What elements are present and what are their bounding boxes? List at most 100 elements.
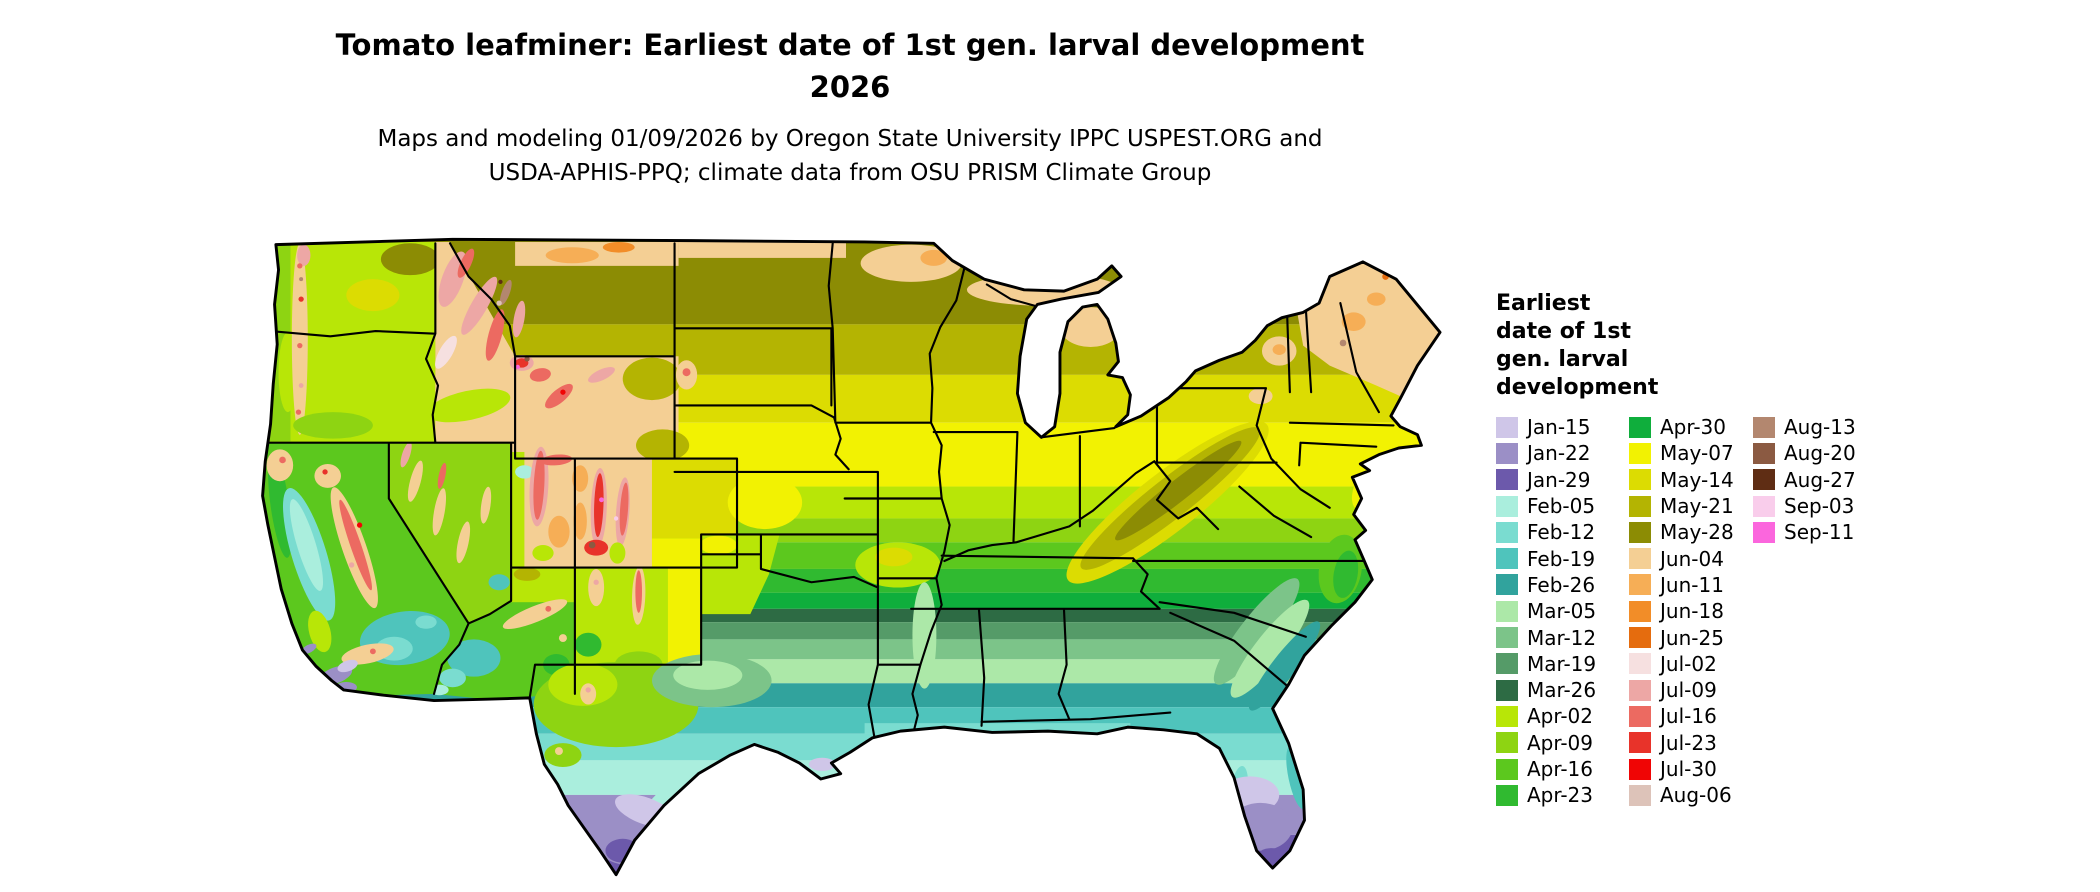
legend-label: Jan-22 [1527,441,1591,466]
map-region [585,687,591,693]
map-region [573,502,587,540]
map-region [279,456,286,464]
legend-swatch-Jul-23 [1629,732,1651,754]
map-region [544,743,582,768]
legend-swatch-Mar-12 [1496,627,1518,649]
legend-label: May-14 [1660,467,1734,492]
map-region [407,460,423,502]
map-region [457,248,475,278]
map-region [1341,312,1366,332]
legend-item-Jun-11: Jun-11 [1629,572,1753,598]
legend-swatch-Apr-16 [1496,758,1518,780]
legend-label: Sep-11 [1784,520,1855,545]
map-legend: Earliest date of 1st gen. larval develop… [1496,290,2086,808]
legend-swatch-Mar-19 [1496,653,1518,675]
legend-label: Aug-20 [1784,441,1856,466]
map-region [322,469,328,475]
map-region [499,279,512,306]
legend-item-Mar-19: Mar-19 [1496,651,1629,677]
map-region [540,454,573,466]
legend-swatch-Mar-26 [1496,679,1518,701]
map-region [498,279,503,284]
map-region [593,579,599,585]
map-region [529,368,551,382]
map-region [613,516,619,521]
map-region [1228,802,1293,851]
legend-item-Feb-05: Feb-05 [1496,493,1629,519]
map-region [860,244,962,282]
page-title: Tomato leafminer: Earliest date of 1st g… [335,28,1365,62]
map-region [920,249,947,266]
map-region [558,634,567,643]
legend-item-Jun-04: Jun-04 [1629,545,1753,571]
map-region [651,458,738,539]
map-region [545,383,573,409]
legend-item-Jul-02: Jul-02 [1629,651,1753,677]
legend-swatch-Sep-03 [1753,495,1775,517]
legend-item-Aug-06: Aug-06 [1629,782,1753,808]
map-region [580,683,597,705]
map-region [269,261,274,266]
map-region [297,244,311,266]
map-region [1366,292,1386,306]
map-region [588,367,615,383]
map-region [727,475,803,530]
legend-label: Jul-16 [1660,704,1717,729]
legend-item-Jul-16: Jul-16 [1629,703,1753,729]
title-block: Tomato leafminer: Earliest date of 1st g… [0,24,1700,190]
legend-label: Jul-23 [1660,730,1717,755]
map-region [297,342,303,349]
subtitle-block: Maps and modeling 01/09/2026 by Oregon S… [0,122,1700,190]
legend-swatch-Aug-13 [1753,416,1775,438]
map-region [673,660,743,690]
legend-swatch-Aug-06 [1629,784,1651,806]
legend-label: Aug-27 [1784,467,1856,492]
legend-item-Mar-12: Mar-12 [1496,624,1629,650]
map-region [912,582,937,689]
legend-label: Jun-11 [1660,572,1724,597]
map-region [346,279,400,312]
us-outline [261,237,1442,877]
map-region [293,412,373,439]
legend-swatch-May-14 [1629,469,1651,491]
legend-label: Feb-19 [1527,546,1596,571]
map-region [548,663,618,706]
legend-swatch-Jul-16 [1629,705,1651,727]
legend-label: Jul-02 [1660,651,1717,676]
map-region [532,545,554,561]
map-region [456,521,471,564]
map-region [298,383,304,388]
map-region [291,243,308,435]
legend-label: Jun-25 [1660,625,1724,650]
legend-item-May-28: May-28 [1629,519,1753,545]
legend-swatch-Apr-23 [1496,784,1518,806]
map-region [875,547,913,567]
map-region [262,733,1441,761]
legend-label: Apr-16 [1527,757,1593,781]
legend-column-2: Apr-30 May-07 May-14 May-21 May-28 Jun-04 Jun-… [1629,414,1753,808]
legend-item-Aug-13: Aug-13 [1753,414,1856,440]
legend-label: Jul-30 [1660,757,1717,781]
legend-swatch-Jan-22 [1496,442,1518,464]
map-region [682,368,691,377]
legend-swatch-Jun-11 [1629,574,1651,596]
map-region [496,300,502,306]
legend-item-Jul-23: Jul-23 [1629,730,1753,756]
map-region [1230,599,1310,698]
map-region [609,542,626,564]
map-region [341,643,394,665]
legend-label: Feb-05 [1527,494,1596,519]
map-region [808,757,836,771]
legend-item-Aug-27: Aug-27 [1753,467,1856,493]
legend-label: Jun-18 [1660,599,1724,624]
map-region [1339,339,1347,347]
map-region [461,276,498,335]
map-region [400,441,412,468]
map-region [1286,746,1307,809]
legend-item-May-14: May-14 [1629,467,1753,493]
map-region [432,488,447,536]
map-region [515,364,520,370]
map-region [1115,440,1242,541]
map-region [1296,261,1441,397]
legend-swatch-Mar-05 [1496,600,1518,622]
